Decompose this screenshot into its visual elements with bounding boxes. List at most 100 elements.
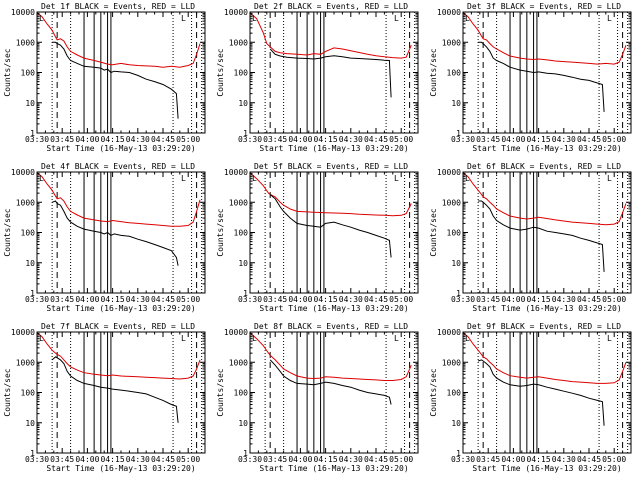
x-tick-label: 04:45 xyxy=(151,295,175,304)
y-axis-label: Counts/sec xyxy=(3,208,12,256)
panel-title: Det 5f BLACK = Events, RED = LLD xyxy=(254,162,408,171)
events-rate-line xyxy=(51,356,179,423)
x-tick-label: 05:00 xyxy=(602,295,626,304)
x-tick-label: 04:30 xyxy=(552,295,576,304)
y-axis-label: Counts/sec xyxy=(3,368,12,416)
x-tick-label: 03:45 xyxy=(476,295,500,304)
x-tick-label: 04:15 xyxy=(314,135,338,144)
y-tick-label: 10 xyxy=(451,259,461,268)
y-tick-label: 10000 xyxy=(11,168,35,177)
lld-marker-left: L xyxy=(465,14,470,23)
y-tick-label: 100 xyxy=(447,69,462,78)
lld-rate-line xyxy=(249,332,412,381)
y-tick-label: 1000 xyxy=(229,38,248,47)
x-tick-label: 04:00 xyxy=(501,135,525,144)
x-tick-label: 04:45 xyxy=(364,455,388,464)
events-rate-line xyxy=(52,41,179,119)
x-tick-label: 03:45 xyxy=(263,295,287,304)
y-tick-label: 10000 xyxy=(437,168,461,177)
x-tick-label: 04:30 xyxy=(552,135,576,144)
lld-marker-left: L xyxy=(252,174,257,183)
y-tick-label: 1 xyxy=(30,129,35,138)
x-tick-label: 04:00 xyxy=(288,455,312,464)
x-tick-label: 05:00 xyxy=(176,295,200,304)
x-tick-label: 04:30 xyxy=(552,455,576,464)
events-rate-line xyxy=(478,200,605,272)
y-tick-label: 1 xyxy=(30,289,35,298)
y-tick-label: 1000 xyxy=(442,198,461,207)
plot-frame xyxy=(249,11,419,134)
x-tick-label: 04:45 xyxy=(577,295,601,304)
y-tick-label: 1000 xyxy=(229,198,248,207)
x-tick-label: 03:45 xyxy=(263,135,287,144)
x-tick-label: 03:30 xyxy=(451,295,475,304)
x-tick-label: 04:30 xyxy=(126,135,150,144)
x-tick-label: 03:45 xyxy=(50,295,74,304)
y-tick-label: 1000 xyxy=(442,38,461,47)
x-tick-label: 03:45 xyxy=(50,455,74,464)
panel-title: Det 7f BLACK = Events, RED = LLD xyxy=(41,322,195,331)
detector-panel-6: Det 6f BLACK = Events, RED = LLD L L 1 10 100… xyxy=(429,162,632,313)
y-tick-label: 10000 xyxy=(11,8,35,17)
y-axis-label: Counts/sec xyxy=(429,368,438,416)
y-tick-label: 10 xyxy=(451,419,461,428)
x-tick-label: 05:00 xyxy=(389,135,413,144)
plot-frame xyxy=(249,331,419,454)
x-tick-label: 04:00 xyxy=(75,455,99,464)
y-tick-label: 10 xyxy=(25,259,35,268)
x-axis-label: Start Time (16-May-13 03:29:20) xyxy=(259,304,408,313)
detector-panel-5: Det 5f BLACK = Events, RED = LLD L L 1 10 100… xyxy=(216,162,419,313)
lld-marker-left: L xyxy=(465,174,470,183)
x-tick-label: 03:45 xyxy=(476,455,500,464)
lld-rate-line xyxy=(36,332,201,380)
y-tick-label: 1000 xyxy=(16,38,35,47)
y-tick-label: 10000 xyxy=(224,8,248,17)
y-tick-label: 100 xyxy=(447,389,462,398)
detector-panel-1: Det 1f BLACK = Events, RED = LLD L L 1 10 100… xyxy=(3,2,206,153)
panel-title: Det 4f BLACK = Events, RED = LLD xyxy=(41,162,195,171)
y-tick-label: 10 xyxy=(25,99,35,108)
x-tick-label: 04:00 xyxy=(288,295,312,304)
y-tick-label: 1000 xyxy=(16,358,35,367)
panel-title: Det 6f BLACK = Events, RED = LLD xyxy=(467,162,621,171)
lld-marker-left: L xyxy=(39,174,44,183)
y-tick-label: 1000 xyxy=(442,358,461,367)
y-tick-label: 10 xyxy=(238,99,248,108)
y-tick-label: 1 xyxy=(243,449,248,458)
y-tick-label: 1 xyxy=(243,129,248,138)
panel-title: Det 9f BLACK = Events, RED = LLD xyxy=(467,322,621,331)
x-tick-label: 04:00 xyxy=(75,135,99,144)
events-rate-line xyxy=(478,41,605,112)
plot-frame xyxy=(249,171,419,294)
x-tick-label: 04:15 xyxy=(314,295,338,304)
x-tick-label: 04:45 xyxy=(364,295,388,304)
y-tick-label: 100 xyxy=(21,389,36,398)
x-tick-label: 04:00 xyxy=(288,135,312,144)
x-tick-label: 05:00 xyxy=(602,455,626,464)
x-tick-label: 04:15 xyxy=(314,455,338,464)
y-tick-label: 10 xyxy=(238,259,248,268)
x-axis-label: Start Time (16-May-13 03:29:20) xyxy=(472,464,621,473)
x-tick-label: 03:45 xyxy=(476,135,500,144)
y-axis-label: Counts/sec xyxy=(429,208,438,256)
y-tick-label: 100 xyxy=(234,389,249,398)
lld-rate-line xyxy=(249,172,412,217)
x-tick-label: 03:30 xyxy=(451,135,475,144)
lld-rate-line xyxy=(462,172,627,226)
y-axis-label: Counts/sec xyxy=(216,208,225,256)
lld-marker-left: L xyxy=(465,334,470,343)
y-tick-label: 1 xyxy=(456,129,461,138)
y-axis-label: Counts/sec xyxy=(216,48,225,96)
x-tick-label: 03:30 xyxy=(451,455,475,464)
plot-frame xyxy=(36,11,206,134)
plot-frame xyxy=(462,331,632,454)
y-tick-label: 1000 xyxy=(229,358,248,367)
x-tick-label: 04:15 xyxy=(527,135,551,144)
x-tick-label: 04:00 xyxy=(75,295,99,304)
panel-title: Det 3f BLACK = Events, RED = LLD xyxy=(467,2,621,11)
panel-title: Det 2f BLACK = Events, RED = LLD xyxy=(254,2,408,11)
x-tick-label: 04:30 xyxy=(339,295,363,304)
lld-rate-line xyxy=(249,12,412,59)
detector-panel-8: Det 8f BLACK = Events, RED = LLD L L 1 10 100… xyxy=(216,322,419,473)
